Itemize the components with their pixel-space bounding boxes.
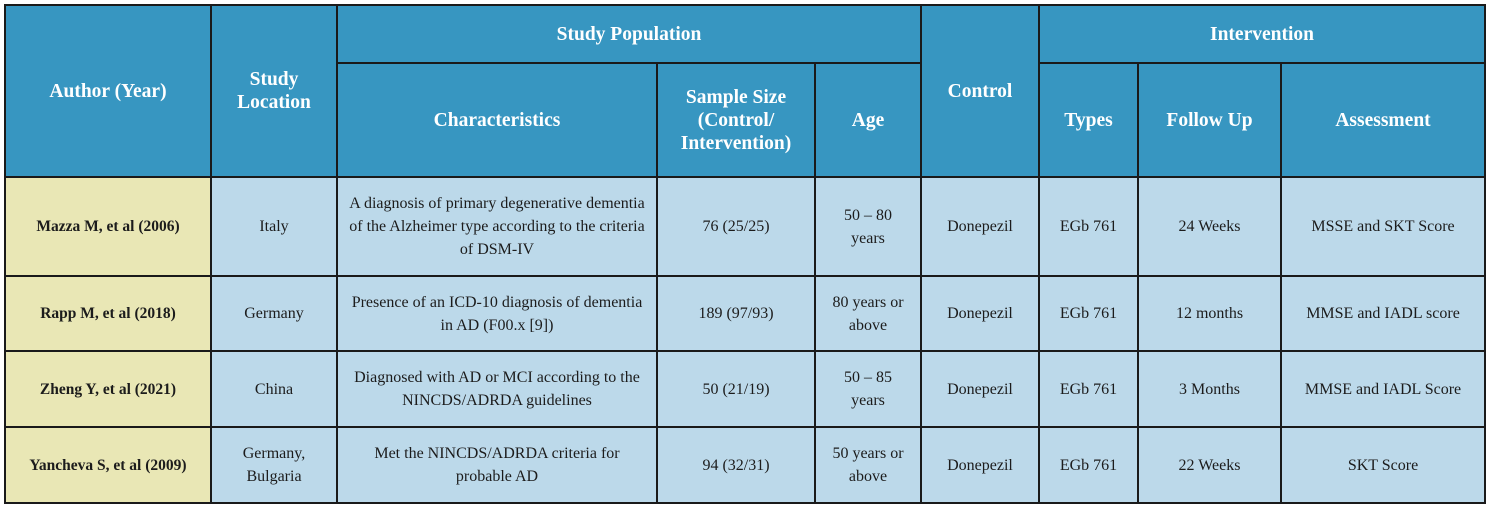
age-cell: 50 – 80 years	[814, 176, 922, 277]
assessment-cell: SKT Score	[1280, 426, 1486, 504]
characteristics-cell: Presence of an ICD-10 diagnosis of demen…	[336, 275, 658, 352]
age-cell: 80 years or above	[814, 275, 922, 352]
type-cell: EGb 761	[1038, 275, 1139, 352]
table-row: Rapp M, et al (2018) Germany Presence of…	[4, 275, 1486, 352]
characteristics-cell: A diagnosis of primary degenerative deme…	[336, 176, 658, 277]
header-follow-up: Follow Up	[1137, 62, 1282, 178]
control-cell: Donepezil	[920, 176, 1040, 277]
control-cell: Donepezil	[920, 350, 1040, 428]
control-cell: Donepezil	[920, 275, 1040, 352]
assessment-cell: MSSE and SKT Score	[1280, 176, 1486, 277]
age-cell: 50 years or above	[814, 426, 922, 504]
age-cell: 50 – 85 years	[814, 350, 922, 428]
characteristics-cell: Diagnosed with AD or MCI according to th…	[336, 350, 658, 428]
header-assessment: Assessment	[1280, 62, 1486, 178]
study-table: Author (Year) Study Location Study Popul…	[4, 4, 1486, 504]
header-intervention: Intervention	[1038, 4, 1486, 64]
header-characteristics: Characteristics	[336, 62, 658, 178]
sample-size-cell: 50 (21/19)	[656, 350, 816, 428]
author-cell: Zheng Y, et al (2021)	[4, 350, 212, 428]
follow-up-cell: 22 Weeks	[1137, 426, 1282, 504]
location-cell: Italy	[210, 176, 338, 277]
author-cell: Yancheva S, et al (2009)	[4, 426, 212, 504]
header-control: Control	[920, 4, 1040, 178]
author-cell: Mazza M, et al (2006)	[4, 176, 212, 277]
header-age: Age	[814, 62, 922, 178]
header-study-location: Study Location	[210, 4, 338, 178]
table-row: Mazza M, et al (2006) Italy A diagnosis …	[4, 176, 1486, 277]
sample-size-cell: 189 (97/93)	[656, 275, 816, 352]
header-types: Types	[1038, 62, 1139, 178]
location-cell: Germany	[210, 275, 338, 352]
characteristics-cell: Met the NINCDS/ADRDA criteria for probab…	[336, 426, 658, 504]
control-cell: Donepezil	[920, 426, 1040, 504]
header-sample-size: Sample Size (Control/ Intervention)	[656, 62, 816, 178]
follow-up-cell: 3 Months	[1137, 350, 1282, 428]
sample-size-cell: 94 (32/31)	[656, 426, 816, 504]
assessment-cell: MMSE and IADL score	[1280, 275, 1486, 352]
type-cell: EGb 761	[1038, 426, 1139, 504]
sample-size-cell: 76 (25/25)	[656, 176, 816, 277]
follow-up-cell: 12 months	[1137, 275, 1282, 352]
follow-up-cell: 24 Weeks	[1137, 176, 1282, 277]
header-author-year: Author (Year)	[4, 4, 212, 178]
author-cell: Rapp M, et al (2018)	[4, 275, 212, 352]
location-cell: Germany, Bulgaria	[210, 426, 338, 504]
type-cell: EGb 761	[1038, 350, 1139, 428]
table-row: Zheng Y, et al (2021) China Diagnosed wi…	[4, 350, 1486, 428]
assessment-cell: MMSE and IADL Score	[1280, 350, 1486, 428]
header-study-population: Study Population	[336, 4, 922, 64]
location-cell: China	[210, 350, 338, 428]
type-cell: EGb 761	[1038, 176, 1139, 277]
table-row: Yancheva S, et al (2009) Germany, Bulgar…	[4, 426, 1486, 504]
